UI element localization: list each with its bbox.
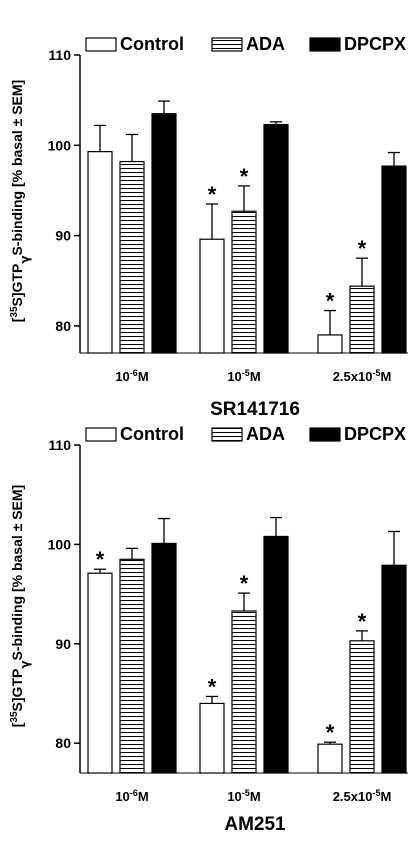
- bar-control: [317, 334, 343, 354]
- legend-swatch-dpcpx: [309, 37, 341, 52]
- x-tick-label: 2.5x10-5M: [333, 788, 392, 804]
- y-tick-label: 90: [55, 636, 71, 652]
- legend-label-ada: ADA: [246, 424, 285, 444]
- x-tick-label: 10-6M: [115, 788, 148, 804]
- legend-swatch-control: [85, 37, 117, 52]
- legend-swatch-ada: [211, 427, 243, 442]
- bar-dpcpx: [381, 165, 407, 354]
- y-axis-label: [35S]GTPγS-binding [% basal ± SEM]: [9, 80, 33, 322]
- y-tick-label: 80: [55, 318, 71, 334]
- significance-marker: *: [96, 547, 105, 572]
- significance-marker: *: [358, 236, 367, 261]
- legend-label-control: Control: [120, 34, 184, 54]
- significance-marker: *: [240, 571, 249, 596]
- x-tick-label: 10-6M: [115, 368, 148, 384]
- y-tick-label: 110: [48, 437, 71, 453]
- bar-control: [87, 151, 113, 354]
- chart-panel-2: 80 90 100 110 [35S]GTPγS-binding [% basal ± …: [9, 424, 408, 835]
- legend-swatch-dpcpx: [309, 427, 341, 442]
- y-tick-label: 80: [55, 735, 71, 751]
- bar-dpcpx: [151, 113, 177, 354]
- chart-panel-1: 80 90 100 110 [35S]GTPγS-binding [% basal ± …: [9, 34, 408, 420]
- bar-control: [317, 743, 343, 774]
- significance-marker: *: [208, 674, 217, 699]
- legend-label-dpcpx: DPCPX: [344, 34, 406, 54]
- legend-swatch-ada: [211, 37, 243, 52]
- y-tick-label: 100: [48, 137, 72, 153]
- bar-ada: [119, 160, 145, 354]
- significance-marker: *: [358, 609, 367, 634]
- y-tick-label: 110: [48, 47, 71, 63]
- legend-swatch-control: [85, 427, 117, 442]
- chart-title: SR141716: [210, 399, 300, 420]
- significance-marker: *: [326, 720, 335, 745]
- x-tick-label: 10-5M: [227, 788, 260, 804]
- bar-control: [87, 572, 113, 774]
- bar-dpcpx: [263, 535, 289, 774]
- bar-control: [199, 702, 225, 774]
- bar-ada: [349, 640, 375, 774]
- bar-ada: [231, 610, 257, 774]
- x-tick-label: 2.5x10-5M: [333, 368, 392, 384]
- legend-label-ada: ADA: [246, 34, 285, 54]
- y-tick-label: 100: [48, 536, 72, 552]
- x-tick-label: 10-5M: [227, 368, 260, 384]
- chart-title: AM251: [224, 814, 286, 835]
- bar-ada: [349, 285, 375, 354]
- bar-control: [199, 238, 225, 354]
- significance-marker: *: [208, 182, 217, 207]
- legend-label-dpcpx: DPCPX: [344, 424, 406, 444]
- bar-dpcpx: [263, 123, 289, 354]
- significance-marker: *: [240, 164, 249, 189]
- y-axis-label: [35S]GTPγS-binding [% basal ± SEM]: [9, 485, 33, 727]
- bar-ada: [119, 558, 145, 774]
- significance-marker: *: [326, 289, 335, 314]
- bar-dpcpx: [151, 542, 177, 774]
- bar-dpcpx: [381, 564, 407, 774]
- legend-label-control: Control: [120, 424, 184, 444]
- y-tick-label: 90: [55, 228, 71, 244]
- bar-ada: [231, 210, 257, 354]
